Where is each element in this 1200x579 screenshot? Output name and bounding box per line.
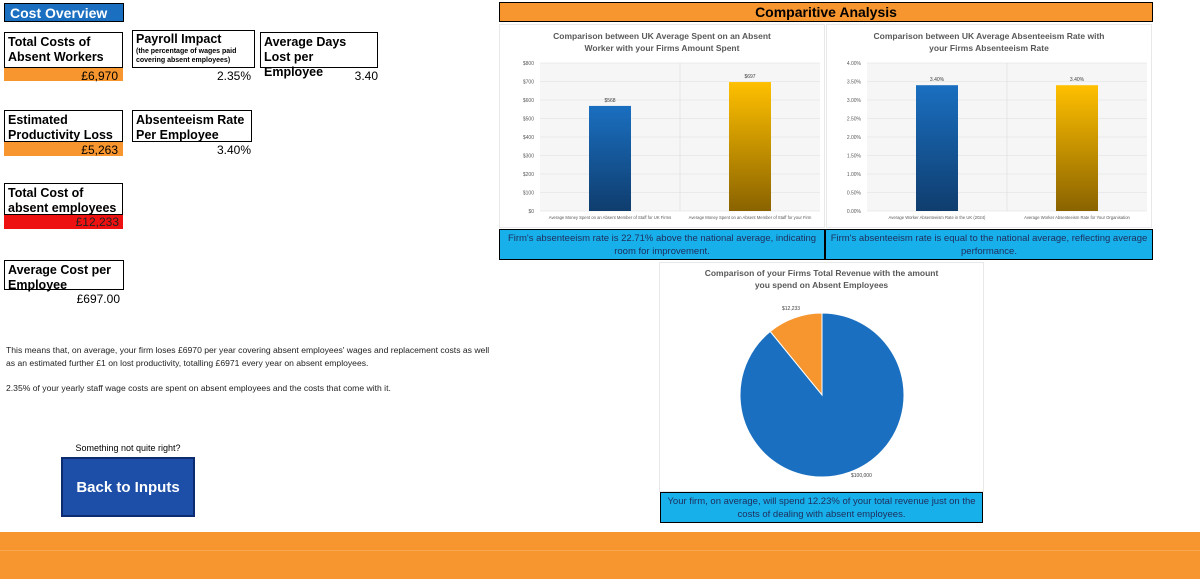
chart-revenue-pie-svg: $12,233 $100,000 (739, 306, 905, 479)
avg-cost-label: Average Cost per Employee (4, 260, 124, 292)
y-tick-label: 3.50% (847, 80, 862, 86)
payroll-impact-value: 2.35% (216, 69, 251, 83)
y-tick-label: $300 (523, 154, 534, 160)
total-costs-value: £6,970 (4, 68, 123, 83)
x-category-label: Average Money Spent on an Absent Member … (549, 215, 672, 220)
y-tick-label: 1.50% (847, 154, 862, 160)
help-prompt: Something not quite right? (75, 443, 181, 453)
y-tick-label: 3.00% (847, 98, 862, 104)
chart-uk-spend: Comparison between UK Average Spent on a… (499, 24, 825, 228)
y-tick-label: 2.00% (847, 135, 862, 141)
y-tick-label: $400 (523, 135, 534, 141)
back-to-inputs-button[interactable]: Back to Inputs (61, 457, 195, 517)
avg-days-value: 3.40 (354, 69, 378, 83)
data-label: 3.40% (930, 77, 945, 83)
y-tick-label: 0.00% (847, 209, 862, 215)
footer-bar (0, 532, 1200, 579)
chart-absenteeism-rate-svg: 0.00% 0.50% 1.00% 1.50% 2.00% 2.50% 3.00% 3.50%… (847, 61, 1147, 220)
pie-label-absent: $12,233 (782, 306, 800, 312)
chart-revenue-pie-title: Comparison of your Firms Total Revenue w… (704, 268, 939, 290)
payroll-impact-sublabel: (the percentage of wages paid covering a… (136, 48, 237, 64)
data-label: 3.40% (1070, 77, 1085, 83)
y-tick-label: 4.00% (847, 61, 862, 67)
cost-overview-title: Cost Overview (4, 3, 124, 22)
bar (1056, 85, 1098, 211)
y-tick-label: $700 (523, 80, 534, 86)
y-tick-label: $200 (523, 172, 534, 178)
y-tick-label: $500 (523, 117, 534, 123)
y-tick-label: $0 (528, 209, 534, 215)
caption-revenue: Your firm, on average, will spend 12.23%… (660, 492, 983, 523)
avg-cost-value: £697.00 (76, 292, 120, 306)
chart-absenteeism-rate-title: Comparison between UK Average Absenteeis… (873, 31, 1105, 53)
x-category-label: Average Worker Absenteeism Rate for Your… (1024, 215, 1130, 220)
y-tick-label: 2.50% (847, 117, 862, 123)
x-category-label: Average Worker Absenteeism Rate in the U… (889, 215, 987, 220)
avg-days-label: Average Days Lost per Employee (260, 32, 378, 79)
total-absent-cost-label: Total Cost of absent employees (4, 183, 123, 215)
chart-absenteeism-rate: Comparison between UK Average Absenteeis… (826, 24, 1152, 228)
productivity-loss-value: £5,263 (4, 142, 123, 157)
y-tick-label: 1.00% (847, 172, 862, 178)
total-absent-cost-value: £12,233 (4, 215, 123, 229)
y-tick-label: $100 (523, 191, 534, 197)
absenteeism-rate-value: 3.40% (216, 143, 251, 157)
data-label: $568 (604, 98, 615, 104)
bar (589, 105, 631, 211)
total-costs-label: Total Costs of Absent Workers (4, 32, 123, 68)
y-tick-label: $600 (523, 98, 534, 104)
pie-slice (739, 312, 905, 478)
chart-uk-spend-title: Comparison between UK Average Spent on a… (553, 31, 771, 53)
chart-uk-spend-svg: $0 $100 $200 $300 $400 $500 $600 $700 $800 $568 Av… (523, 61, 820, 220)
y-tick-label: 0.50% (847, 191, 862, 197)
x-category-label: Average Money Spent on an Absent Member … (689, 215, 812, 220)
caption-spend-comparison: Firm's absenteeism rate is 22.71% above … (499, 229, 825, 260)
comparative-analysis-title: Comparitive Analysis (499, 2, 1153, 22)
bar (916, 85, 958, 211)
summary-percent-paragraph: 2.35% of your yearly staff wage costs ar… (6, 383, 391, 393)
payroll-impact-label: Payroll Impact (136, 32, 222, 46)
chart-revenue-pie: Comparison of your Firms Total Revenue w… (659, 262, 984, 492)
absenteeism-rate-label: Absenteeism Rate Per Employee (132, 110, 252, 142)
data-label: $697 (744, 74, 755, 80)
bar (729, 82, 771, 212)
payroll-impact-box: Payroll Impact (the percentage of wages … (132, 30, 255, 68)
summary-paragraph: This means that, on average, your firm l… (6, 345, 490, 368)
productivity-loss-label: Estimated Productivity Loss (4, 110, 123, 142)
caption-rate-comparison: Firm's absenteeism rate is equal to the … (825, 229, 1153, 260)
y-tick-label: $800 (523, 61, 534, 67)
pie-label-revenue: $100,000 (851, 473, 872, 479)
footer-divider (0, 550, 1200, 551)
